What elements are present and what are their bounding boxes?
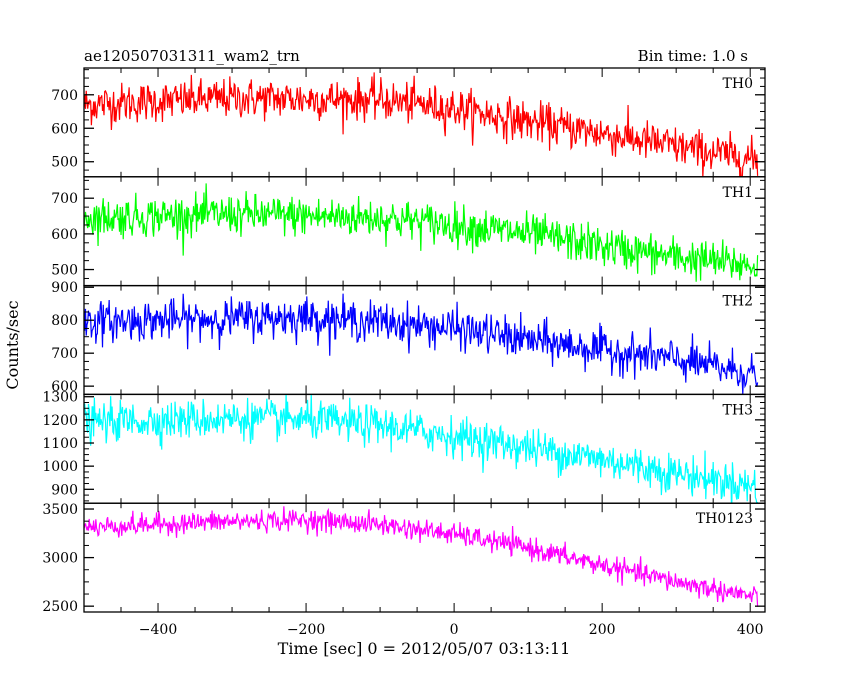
- series-line-th3: [84, 394, 759, 504]
- y-tick-label: 700: [51, 88, 78, 104]
- y-tick-label: 1300: [42, 390, 78, 406]
- panel-label-th0123: TH0123: [696, 511, 753, 527]
- y-tick-label: 3000: [42, 551, 78, 567]
- panel-frame: [83, 284, 766, 396]
- series-line-th2: [84, 293, 759, 395]
- panel-th0123: 2500 3000 3500 TH0123: [42, 502, 766, 615]
- y-tick-label: 800: [51, 313, 78, 329]
- panel-frame: [83, 502, 766, 613]
- panel-label-th0: TH0: [723, 76, 753, 92]
- panel-th3: 900 1000 1100 1200 1300 TH3: [42, 390, 766, 504]
- x-tick-label: −400: [139, 622, 177, 638]
- y-tick-label: 700: [51, 191, 78, 207]
- panel-label-th1: TH1: [723, 185, 753, 201]
- panel-frame: [83, 393, 766, 504]
- y-tick-label: 600: [51, 121, 78, 137]
- panel-frame: [83, 67, 766, 178]
- panels-group: 500 600 700 TH0 500 600 700 TH1 600 700 800 900 TH2 9…: [42, 67, 766, 615]
- panel-frame: [83, 176, 766, 287]
- panel-label-th2: TH2: [723, 294, 753, 310]
- y-tick-label: 1200: [42, 413, 78, 429]
- y-tick-label: 600: [51, 227, 78, 243]
- series-line-th0: [84, 72, 759, 177]
- y-axis-label: Counts/sec: [3, 300, 22, 389]
- y-tick-label: 3500: [42, 502, 78, 518]
- panel-th2: 600 700 800 900 TH2: [51, 280, 766, 396]
- y-tick-label: 700: [51, 346, 78, 362]
- series-line-th0123: [84, 506, 759, 607]
- series-line-th1: [84, 183, 759, 282]
- x-tick-label: 400: [737, 622, 764, 638]
- panel-th1: 500 600 700 TH1: [51, 176, 766, 287]
- panel-label-th3: TH3: [723, 402, 753, 418]
- panel-th0: 500 600 700 TH0: [51, 67, 766, 178]
- y-tick-label: 1100: [42, 436, 78, 452]
- y-tick-label: 900: [51, 482, 78, 498]
- y-tick-label: 500: [51, 155, 78, 171]
- y-tick-label: 2500: [42, 599, 78, 615]
- y-tick-label: 600: [51, 379, 78, 395]
- chart-subtitle: Bin time: 1.0 s: [638, 47, 748, 65]
- x-tick-label: 200: [589, 622, 616, 638]
- y-tick-label: 1000: [42, 459, 78, 475]
- chart-title: ae120507031311_wam2_trn: [84, 47, 300, 65]
- x-tick-label: 0: [450, 622, 459, 638]
- y-tick-label: 500: [51, 263, 78, 279]
- x-axis: −400 −200 0 200 400: [139, 622, 764, 638]
- x-tick-label: −200: [287, 622, 325, 638]
- y-tick-label: 900: [51, 280, 78, 296]
- x-axis-label: Time [sec] 0 = 2012/05/07 03:13:11: [278, 639, 571, 658]
